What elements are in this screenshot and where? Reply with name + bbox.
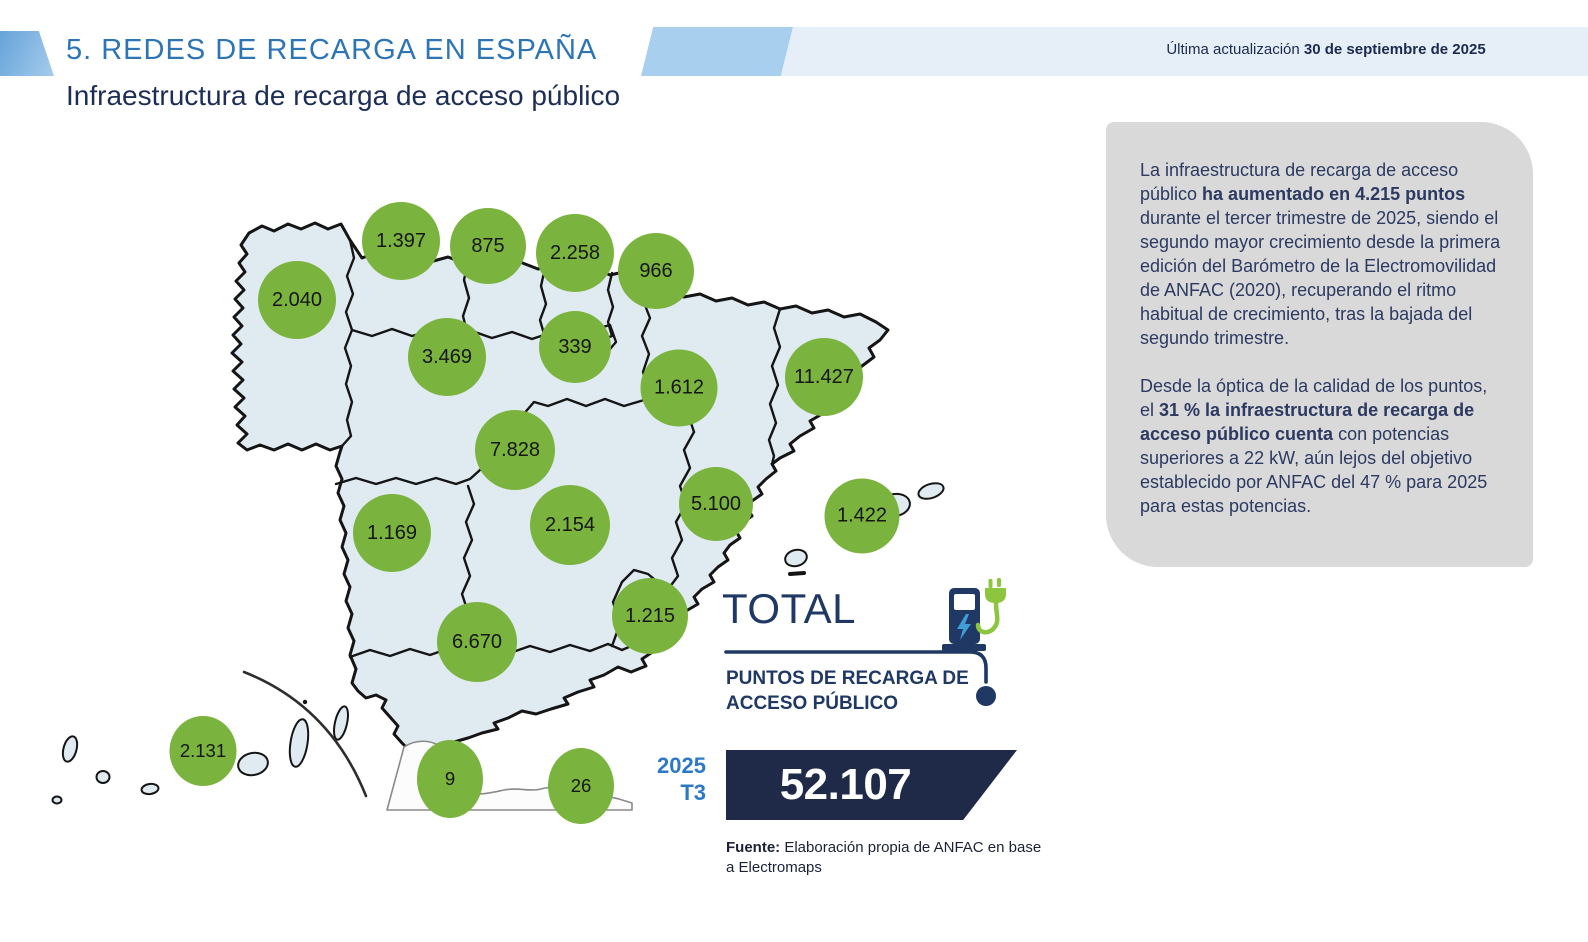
map-bubble-murcia: 1.215 <box>612 578 688 654</box>
lightning-bolt-icon <box>957 614 971 640</box>
bubble-layer: 2.040 1.397 875 2.258 966 3.469 339 1.61… <box>169 202 900 824</box>
map-bubble-larioja: 339 <box>539 311 611 383</box>
island-fuerteventura <box>288 718 310 768</box>
island-hierro <box>61 735 79 763</box>
info-paragraph-1: La infraestructura de recarga de acceso … <box>1140 158 1505 350</box>
map-bubble-madrid: 7.828 <box>475 410 555 490</box>
map-bubble-extremadura: 1.169 <box>353 494 431 572</box>
source-label: Fuente: <box>726 839 781 856</box>
region-border-cantabria-paisvasco <box>538 266 548 336</box>
map-bubble-canarias: 2.131 <box>169 716 237 786</box>
island-menorca <box>917 482 945 500</box>
island-lanzarote <box>333 705 349 741</box>
period-year: 2025 <box>657 753 706 778</box>
info-p1-bold: ha aumentado en 4.215 puntos <box>1202 184 1466 204</box>
map-bubble-asturias: 1.397 <box>362 202 440 280</box>
island-grancanaria <box>237 751 269 777</box>
station-base <box>942 644 986 651</box>
info-p1-post: durante el tercer trimestre de 2025, sie… <box>1140 208 1501 348</box>
region-border-aragon-cataluna <box>767 307 782 466</box>
station-screen <box>954 594 975 610</box>
total-connector-line <box>724 650 988 684</box>
map-bubble-galicia: 2.040 <box>258 261 336 339</box>
map-bubble-navarra: 966 <box>618 233 694 309</box>
ev-plug-icon <box>975 578 1006 635</box>
total-value-banner: 52.107 <box>726 750 1017 820</box>
info-p2-post: con potencias superiores a 22 kW, aún le… <box>1140 424 1488 516</box>
map-bubble-cataluna: 11.427 <box>785 338 863 416</box>
region-border-galicia <box>340 238 356 448</box>
source-note: Fuente: Elaboración propia de ANFAC en b… <box>726 838 1046 878</box>
info-box: La infraestructura de recarga de acceso … <box>1106 122 1533 567</box>
map-bubble-andalucia: 6.670 <box>437 602 517 682</box>
map-bubble-castillalamancha: 2.154 <box>530 485 610 565</box>
page-title: 5. REDES DE RECARGA EN ESPAÑA <box>66 34 598 66</box>
map-bubble-aragon: 1.612 <box>640 349 718 427</box>
canary-separator-arc <box>242 670 368 798</box>
island-small <box>140 782 160 796</box>
map-bubble-paisvasco: 2.258 <box>536 214 614 292</box>
last-update-date: 30 de septiembre de 2025 <box>1303 41 1486 58</box>
header-accent-mid <box>641 27 793 76</box>
island-formentera <box>788 571 806 576</box>
map-bubble-valencia: 5.100 <box>679 467 753 541</box>
island-dot <box>302 699 308 705</box>
last-update-label: Última actualización <box>1166 41 1304 58</box>
total-sublabel: PUNTOS DE RECARGA DE ACCESO PÚBLICO <box>726 668 969 714</box>
info-paragraph-2: Desde la óptica de la calidad de los pun… <box>1140 374 1505 518</box>
island-ibiza <box>784 548 808 568</box>
map-bubble-castillaleon: 3.469 <box>408 318 486 396</box>
total-label: TOTAL <box>722 585 856 632</box>
ev-charging-station-icon <box>942 578 1006 651</box>
total-value: 52.107 <box>779 760 912 809</box>
source-text: Elaboración propia de ANFAC en base a El… <box>726 839 1042 876</box>
info-p2-pre: Desde la óptica de la calidad de los pun… <box>1140 376 1488 420</box>
info-p2-bold: 31 % la infraestructura de recarga de ac… <box>1140 400 1475 444</box>
last-update: Última actualización 30 de septiembre de… <box>1112 41 1540 58</box>
header-accent-band <box>781 27 1588 76</box>
total-connector-dot <box>976 686 996 706</box>
map-bubble-ceuta: 9 <box>417 740 483 818</box>
island-palma <box>51 795 63 805</box>
island-gomera <box>95 770 111 784</box>
map-bubble-baleares: 1.422 <box>824 478 900 554</box>
period-label: 2025 T3 <box>590 752 706 806</box>
map-bubble-melilla: 26 <box>548 748 614 824</box>
period-quarter: T3 <box>680 780 706 805</box>
map-bubble-cantabria: 875 <box>450 208 526 284</box>
info-p1-pre: La infraestructura de recarga de acceso … <box>1140 160 1459 204</box>
page-subtitle: Infraestructura de recarga de acceso púb… <box>66 80 621 111</box>
